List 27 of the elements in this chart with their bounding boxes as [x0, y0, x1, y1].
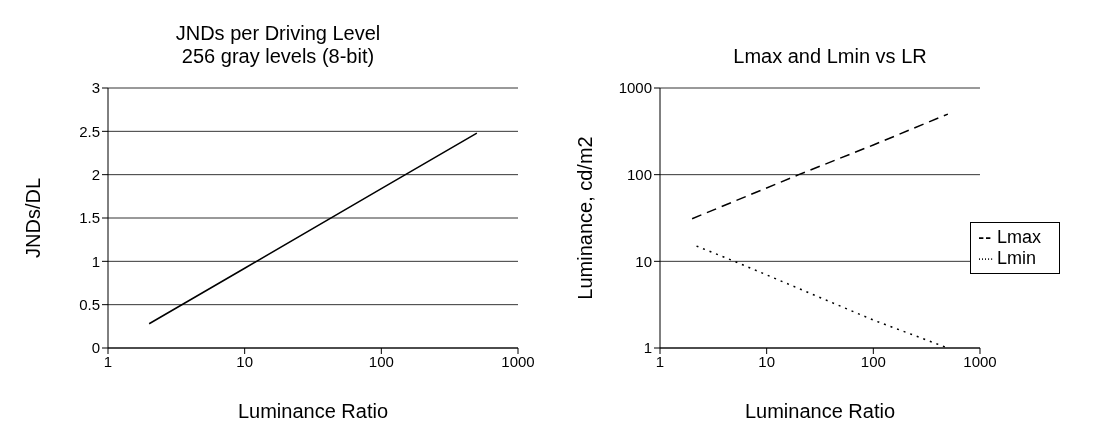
- y-tick-label: 3: [91, 79, 100, 97]
- x-tick-label: 10: [236, 352, 254, 370]
- x-tick-label: 1: [655, 352, 665, 370]
- x-tick-label: 10: [758, 352, 776, 370]
- y-tick-label: 1000: [618, 79, 652, 97]
- y-tick-label: 0: [91, 339, 100, 357]
- y-tick-label: 100: [626, 165, 652, 183]
- y-axis-title: JNDs/DL: [22, 177, 45, 259]
- legend-label: Lmax: [996, 227, 1041, 247]
- y-tick-label: 1: [91, 252, 100, 270]
- x-axis-title: Luminance Ratio: [237, 400, 389, 422]
- y-tick-label: 2.5: [79, 122, 100, 140]
- y-axis-title: Luminance, cd/m2: [574, 136, 597, 300]
- legend-label: Lmin: [996, 248, 1036, 268]
- chart-title: Lmax and Lmin vs LR: [732, 44, 928, 68]
- x-tick-label: 1: [103, 352, 113, 370]
- chart-title: JNDs per Driving Level 256 gray levels (8-bit): [174, 21, 382, 68]
- y-tick-label: 1: [643, 339, 652, 357]
- y-tick-label: 10: [635, 252, 652, 270]
- x-tick-label: 100: [368, 352, 394, 370]
- y-tick-label: 1.5: [79, 209, 100, 227]
- x-tick-label: 1000: [501, 352, 535, 370]
- y-tick-label: 2: [91, 165, 100, 183]
- x-axis-title: Luminance Ratio: [744, 400, 896, 422]
- x-tick-label: 100: [860, 352, 886, 370]
- x-tick-label: 1000: [963, 352, 997, 370]
- y-tick-label: 0.5: [79, 295, 100, 313]
